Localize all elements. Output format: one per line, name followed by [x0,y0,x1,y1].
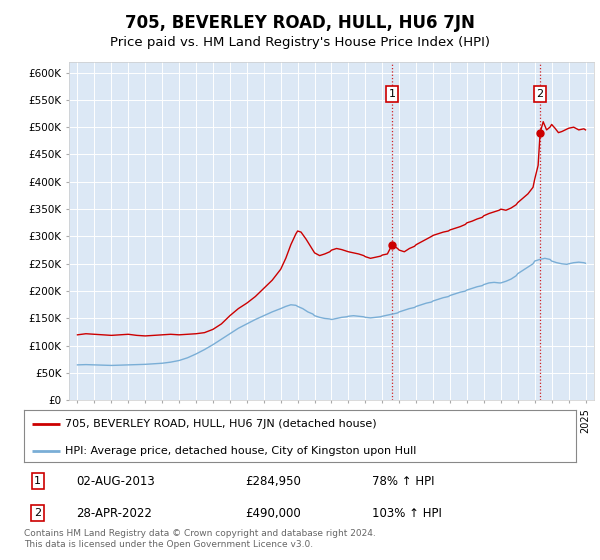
Text: 705, BEVERLEY ROAD, HULL, HU6 7JN: 705, BEVERLEY ROAD, HULL, HU6 7JN [125,14,475,32]
Text: 1: 1 [34,476,41,486]
Text: 2: 2 [536,89,544,99]
Text: 28-APR-2022: 28-APR-2022 [76,507,152,520]
Text: HPI: Average price, detached house, City of Kingston upon Hull: HPI: Average price, detached house, City… [65,446,417,456]
Text: Contains HM Land Registry data © Crown copyright and database right 2024.
This d: Contains HM Land Registry data © Crown c… [24,529,376,549]
Text: £284,950: £284,950 [245,475,301,488]
Text: 02-AUG-2013: 02-AUG-2013 [76,475,155,488]
Text: 103% ↑ HPI: 103% ↑ HPI [372,507,442,520]
Text: Price paid vs. HM Land Registry's House Price Index (HPI): Price paid vs. HM Land Registry's House … [110,36,490,49]
Text: 2: 2 [34,508,41,518]
Text: £490,000: £490,000 [245,507,301,520]
Text: 1: 1 [389,89,395,99]
Text: 705, BEVERLEY ROAD, HULL, HU6 7JN (detached house): 705, BEVERLEY ROAD, HULL, HU6 7JN (detac… [65,419,377,430]
Text: 78% ↑ HPI: 78% ↑ HPI [372,475,434,488]
